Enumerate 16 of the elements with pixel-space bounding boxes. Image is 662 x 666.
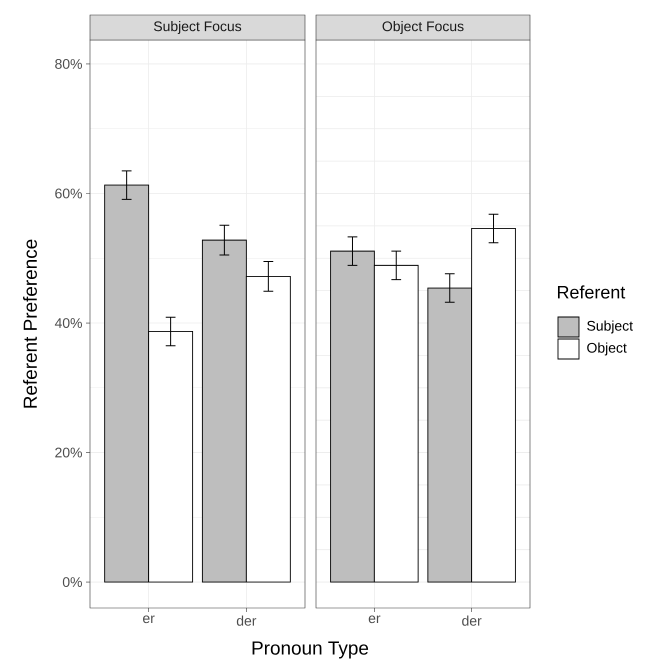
chart-title: Object Focus: [382, 20, 464, 34]
x-tick-label: der: [462, 616, 482, 626]
chart-title: Subject Focus: [154, 20, 242, 34]
x-axis-title: Pronoun Type: [252, 642, 368, 658]
y-tick-label: 20%: [55, 448, 82, 458]
y-axis-title: Referent Preference: [23, 240, 37, 408]
y-tick-label: 0%: [62, 577, 82, 588]
x-tick-label: er: [143, 616, 155, 624]
legend-label: Subject: [587, 320, 633, 334]
y-tick-label: 60%: [55, 188, 82, 198]
legend-label: Object: [587, 342, 627, 356]
y-tick-label: 40%: [54, 318, 82, 328]
y-tick-label: 80%: [55, 59, 82, 69]
x-tick-label: er: [368, 616, 380, 624]
x-tick-label: der: [236, 616, 256, 626]
legend-title: Referent: [558, 285, 626, 299]
